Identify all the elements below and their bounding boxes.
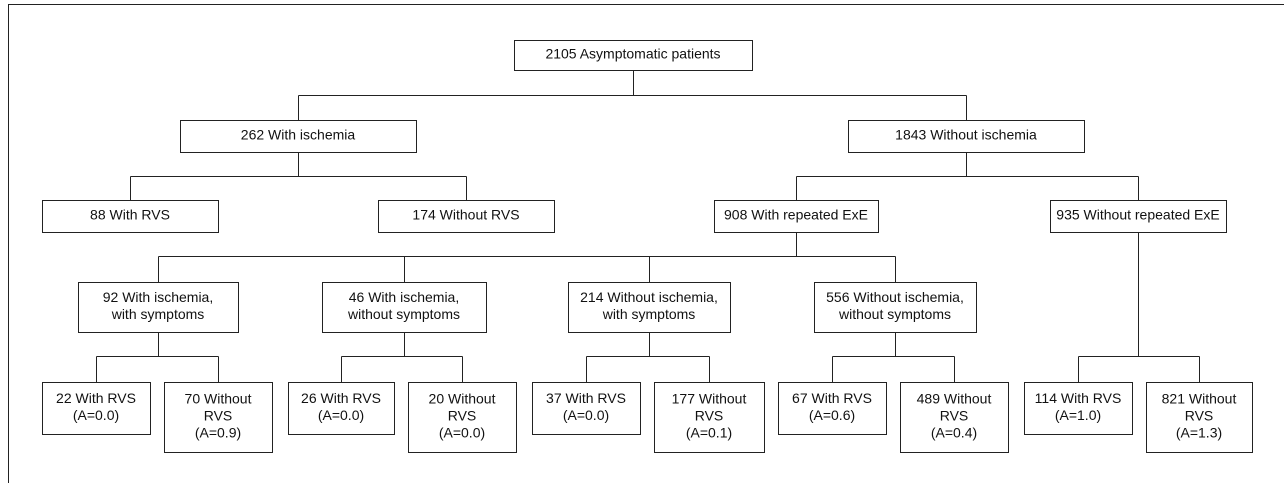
node-label: 2105 Asymptomatic patients [545,46,720,62]
node-box [42,200,219,233]
node-box [900,382,1009,453]
node-label: 821 Without [1162,391,1237,407]
node-label: 46 With ischemia, [349,289,459,305]
node-box [568,282,731,333]
node-label: 22 With RVS [56,390,136,406]
node-box [1146,382,1253,453]
node-box [654,382,765,453]
node-label: (A=0.0) [439,425,485,441]
node-label: (A=0.0) [73,407,119,423]
node-box [42,382,151,435]
node-label: RVS [204,408,233,424]
node-label: RVS [448,408,477,424]
node-box [714,200,879,233]
node-label: 114 With RVS [1035,390,1122,406]
node-box [164,382,273,453]
node-label: (A=1.0) [1055,407,1101,423]
node-label: (A=0.0) [563,407,609,423]
node-label: 262 With ischemia [241,127,356,143]
node-box [322,282,487,333]
node-label: 26 With RVS [301,390,381,406]
node-label: RVS [940,408,969,424]
node-label: (A=0.0) [318,407,364,423]
node-label: (A=0.6) [809,407,855,423]
node-label: (A=0.1) [686,425,732,441]
node-label: 67 With RVS [792,390,872,406]
node-box [778,382,887,435]
node-box [848,120,1085,153]
node-label: (A=0.4) [931,425,977,441]
node-label: 556 Without ischemia, [826,289,964,305]
node-label: 92 With ischemia, [103,289,213,305]
node-box [288,382,395,435]
node-label: 88 With RVS [90,207,170,223]
node-box [814,282,977,333]
node-label: 20 Without [429,391,496,407]
node-label: RVS [695,408,724,424]
node-box [1024,382,1133,435]
node-label: 214 Without ischemia, [580,289,718,305]
node-label: with symptoms [602,306,696,322]
node-label: 1843 Without ischemia [895,127,1037,143]
node-label: without symptoms [347,306,460,322]
node-label: with symptoms [111,306,205,322]
node-box [514,40,753,71]
node-label: without symptoms [838,306,951,322]
node-label: RVS [1185,408,1214,424]
node-box [180,120,417,153]
node-label: 935 Without repeated ExE [1056,207,1219,223]
node-box [408,382,517,453]
node-label: 177 Without [672,391,747,407]
node-box [378,200,555,233]
node-label: (A=0.9) [195,425,241,441]
node-box [78,282,239,333]
node-label: 174 Without RVS [412,207,519,223]
node-box [1050,200,1227,233]
node-label: 489 Without [917,391,992,407]
node-box [532,382,641,435]
node-label: (A=1.3) [1176,425,1222,441]
node-label: 37 With RVS [546,390,626,406]
node-label: 908 With repeated ExE [724,207,868,223]
node-label: 70 Without [185,391,252,407]
